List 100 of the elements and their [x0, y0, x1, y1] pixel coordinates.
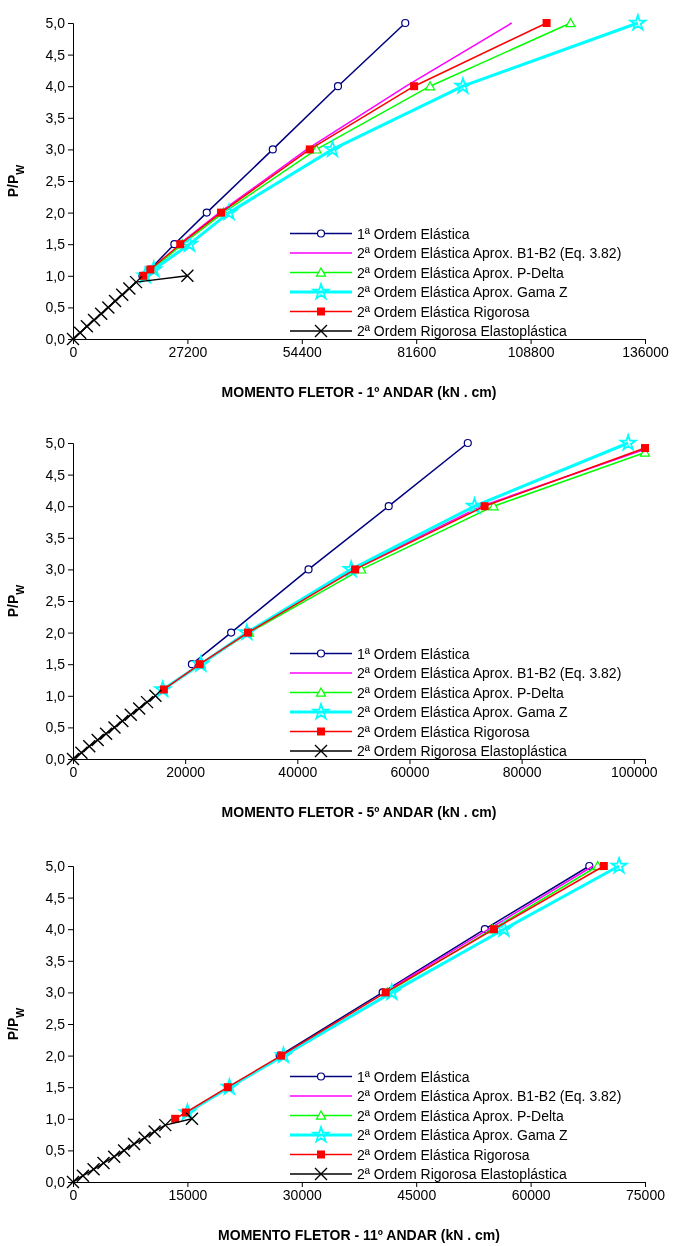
x-tick-label: 60000	[511, 1186, 551, 1203]
point	[101, 300, 116, 315]
legend-label: 1ª Ordem Elástica	[357, 645, 470, 662]
point	[90, 733, 105, 747]
legend-label: 2ª Ordem Rigorosa Elastoplástica	[357, 323, 568, 339]
point	[132, 701, 146, 716]
y-tick-label: 1,5	[45, 656, 66, 673]
x-tick-label: 80000	[502, 763, 542, 780]
point	[87, 313, 101, 327]
point	[641, 444, 649, 453]
point	[351, 565, 360, 574]
point	[410, 82, 419, 91]
point	[463, 438, 472, 448]
y-tick-label: 0,0	[45, 750, 66, 767]
y-tick-label: 0,5	[45, 1142, 66, 1159]
point	[227, 628, 236, 637]
y-tick-label: 2,5	[45, 1015, 66, 1032]
y-tick-label: 1,0	[45, 267, 66, 284]
point	[117, 1143, 131, 1158]
x-tick-label: 0	[69, 763, 78, 780]
x-tick-label: 108800	[507, 343, 555, 360]
point	[108, 294, 122, 308]
point	[220, 202, 240, 222]
point	[66, 1175, 80, 1189]
y-tick-label: 0,5	[45, 719, 66, 736]
point	[384, 502, 393, 511]
point	[96, 1156, 111, 1170]
x-tick-label: 100000	[610, 763, 658, 780]
y-tick-label: 3,5	[45, 952, 66, 969]
point	[304, 565, 313, 574]
legend-label: 2ª Ordem Elástica Aprox. Gama Z	[357, 284, 569, 300]
point	[542, 19, 551, 27]
legend-label: 2ª Ordem Elástica Rigorosa	[357, 303, 530, 320]
point	[341, 558, 360, 579]
point	[305, 145, 314, 154]
point	[619, 434, 637, 451]
point	[202, 208, 211, 217]
point	[333, 82, 343, 91]
point	[268, 145, 277, 154]
y-tick-label: 1,5	[45, 1079, 66, 1096]
legend-label: 2ª Ordem Elástica Aprox. B1-B2 (Eq. 3.82)	[357, 665, 622, 681]
y-tick-label: 4,0	[45, 78, 66, 95]
point	[124, 708, 138, 722]
x-tick-label: 45000	[397, 1186, 437, 1203]
y-tick-label: 0,0	[45, 1173, 66, 1190]
y-tick-label: 2,5	[45, 592, 66, 609]
legend-label: 2ª Ordem Rigorosa Elastoplástica	[357, 743, 568, 759]
x-tick-label: 20000	[166, 763, 206, 780]
point	[107, 720, 122, 735]
x-tick-label: 136000	[622, 343, 670, 360]
point	[66, 332, 80, 346]
legend-label: 2ª Ordem Elástica Aprox. P-Delta	[357, 1107, 564, 1124]
x-tick-label: 30000	[282, 1186, 322, 1203]
point	[122, 281, 137, 296]
legend-label: 2ª Ordem Elástica Aprox. B1-B2 (Eq. 3.82)	[357, 245, 622, 261]
point	[86, 1162, 101, 1177]
point	[115, 288, 129, 302]
y-tick-label: 1,0	[45, 687, 66, 704]
point	[76, 1168, 90, 1183]
point	[424, 81, 436, 91]
point	[238, 623, 256, 640]
point	[180, 269, 195, 283]
y-tick-label: 4,0	[45, 498, 66, 515]
y-tick-label: 4,5	[45, 466, 66, 483]
point	[94, 307, 108, 321]
x-tick-label: 27200	[168, 343, 208, 360]
point	[158, 1118, 172, 1132]
legend-label: 2ª Ordem Elástica Rigorosa	[357, 723, 530, 740]
y-tick-label: 2,0	[45, 624, 66, 641]
point	[629, 14, 647, 31]
x-tick-label: 75000	[626, 1186, 666, 1203]
point	[488, 501, 499, 511]
point	[178, 1103, 196, 1120]
y-tick-label: 3,5	[45, 529, 66, 546]
y-tick-label: 2,0	[45, 1047, 66, 1064]
x-axis-title: MOMENTO FLETOR - 1º ANDAR (kN . cm)	[221, 384, 497, 400]
point	[401, 18, 410, 28]
x-tick-label: 60000	[390, 763, 430, 780]
x-tick-label: 15000	[168, 1186, 208, 1203]
y-tick-label: 3,0	[45, 984, 66, 1001]
point	[466, 497, 483, 514]
point	[107, 1150, 121, 1164]
point	[73, 325, 87, 340]
x-axis-title: MOMENTO FLETOR - 11º ANDAR (kN . cm)	[218, 1227, 500, 1243]
y-tick-label: 5,0	[45, 14, 66, 31]
y-tick-label: 4,5	[45, 46, 66, 63]
point	[154, 680, 172, 697]
y-tick-label: 2,5	[45, 172, 66, 189]
x-tick-label: 0	[69, 343, 78, 360]
point	[147, 1124, 162, 1139]
point	[454, 77, 472, 94]
legend-label: 1ª Ordem Elástica	[357, 1068, 470, 1085]
point	[137, 1131, 152, 1145]
point	[66, 752, 80, 766]
point	[181, 235, 198, 252]
legend-label: 2ª Ordem Elástica Aprox. Gama Z	[357, 704, 569, 720]
legend-label: 1ª Ordem Elástica	[357, 225, 470, 242]
y-tick-label: 2,0	[45, 204, 66, 221]
x-tick-label: 54400	[282, 343, 322, 360]
point	[136, 267, 154, 284]
